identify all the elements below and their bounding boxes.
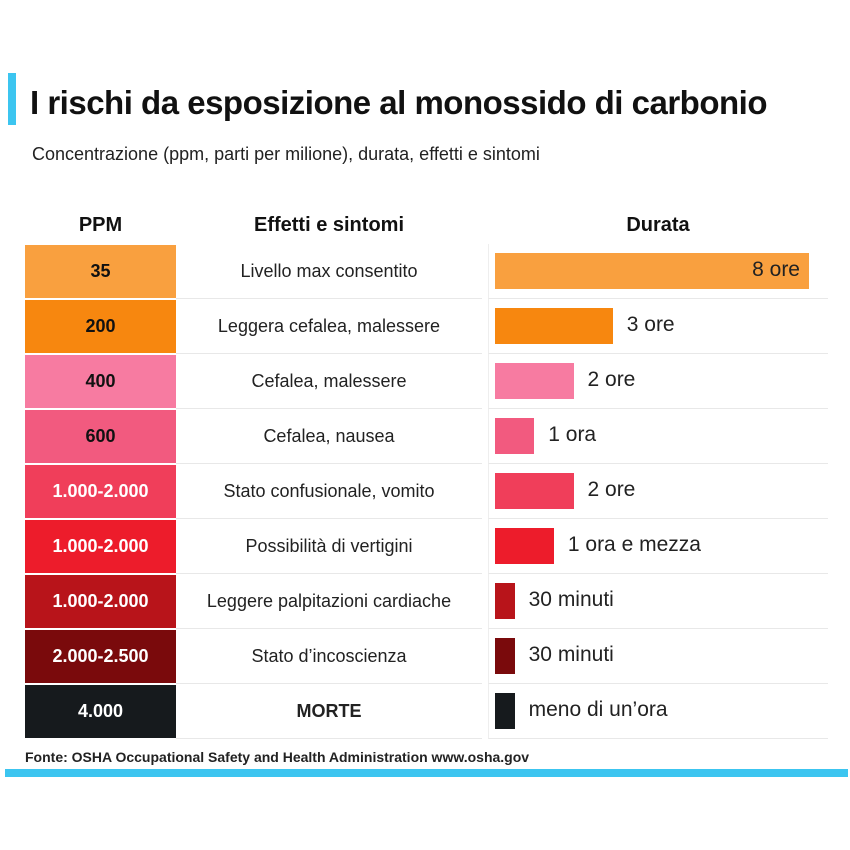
table-row: 35 Livello max consentito 8 ore <box>25 244 828 299</box>
duration-bar <box>495 473 574 509</box>
duration-cell: meno di un’ora <box>488 684 828 739</box>
duration-cell: 30 minuti <box>488 629 828 684</box>
effect-cell: Cefalea, malessere <box>176 354 482 409</box>
header-effects: Effetti e sintomi <box>253 214 404 236</box>
effect-cell: Stato confusionale, vomito <box>176 464 482 519</box>
duration-bar <box>495 583 515 619</box>
table-row: 600 Cefalea, nausea 1 ora <box>25 409 828 464</box>
duration-label: 30 minuti <box>528 588 614 611</box>
table-row: 1.000-2.000 Possibilità di vertigini 1 ora… <box>25 519 828 574</box>
ppm-cell: 4.000 <box>25 685 176 738</box>
duration-cell: 30 minuti <box>488 574 828 629</box>
ppm-cell: 400 <box>25 355 176 408</box>
duration-label: 2 ore <box>587 478 636 501</box>
table-row: 1.000-2.000 Stato confusionale, vomito 2 o… <box>25 464 828 519</box>
effect-cell: Leggere palpitazioni cardiache <box>176 574 482 629</box>
duration-bar <box>495 528 554 564</box>
subtitle: Concentrazione (ppm, parti per milione),… <box>32 144 540 164</box>
ppm-cell: 2.000-2.500 <box>25 630 176 683</box>
duration-cell: 1 ora <box>488 409 828 464</box>
duration-cell: 2 ore <box>488 464 828 519</box>
duration-bar <box>495 418 535 454</box>
bottom-rule <box>5 769 848 777</box>
effect-cell: MORTE <box>176 684 482 739</box>
duration-label: meno di un’ora <box>528 698 668 721</box>
duration-label: 30 minuti <box>528 643 614 666</box>
duration-label: 3 ore <box>626 313 675 336</box>
duration-bar <box>495 638 515 674</box>
header-duration: Durata <box>626 214 690 236</box>
ppm-cell: 35 <box>25 245 176 298</box>
table-row: 4.000 MORTE meno di un’ora <box>25 684 828 739</box>
duration-bar <box>495 363 574 399</box>
duration-bar <box>495 253 809 289</box>
effect-cell: Livello max consentito <box>176 244 482 299</box>
table-row: 400 Cefalea, malessere 2 ore <box>25 354 828 409</box>
ppm-cell: 1.000-2.000 <box>25 465 176 518</box>
duration-cell: 3 ore <box>488 299 828 354</box>
duration-cell: 1 ora e mezza <box>488 519 828 574</box>
effect-cell: Leggera cefalea, malessere <box>176 299 482 354</box>
ppm-cell: 600 <box>25 410 176 463</box>
page-title: I rischi da esposizione al monossido di … <box>30 84 767 121</box>
table-row: 1.000-2.000 Leggere palpitazioni cardiach… <box>25 574 828 629</box>
table-row: 200 Leggera cefalea, malessere 3 ore <box>25 299 828 354</box>
duration-label: 8 ore <box>752 258 800 281</box>
effect-cell: Cefalea, nausea <box>176 409 482 464</box>
duration-label: 2 ore <box>587 368 636 391</box>
ppm-cell: 1.000-2.000 <box>25 575 176 628</box>
effect-cell: Stato d’incoscienza <box>176 629 482 684</box>
ppm-cell: 1.000-2.000 <box>25 520 176 573</box>
table-row: 2.000-2.500 Stato d’incoscienza 30 minuti <box>25 629 828 684</box>
ppm-cell: 200 <box>25 300 176 353</box>
duration-bar <box>495 693 515 729</box>
duration-bar <box>495 308 613 344</box>
duration-cell: 8 ore <box>488 244 828 299</box>
source-note: Fonte: OSHA Occupational Safety and Heal… <box>25 749 530 765</box>
duration-cell: 2 ore <box>488 354 828 409</box>
duration-label: 1 ora e mezza <box>567 533 701 556</box>
accent-bar <box>8 73 16 125</box>
effect-cell: Possibilità di vertigini <box>176 519 482 574</box>
header-ppm: PPM <box>78 214 123 236</box>
duration-label: 1 ora <box>548 423 597 446</box>
